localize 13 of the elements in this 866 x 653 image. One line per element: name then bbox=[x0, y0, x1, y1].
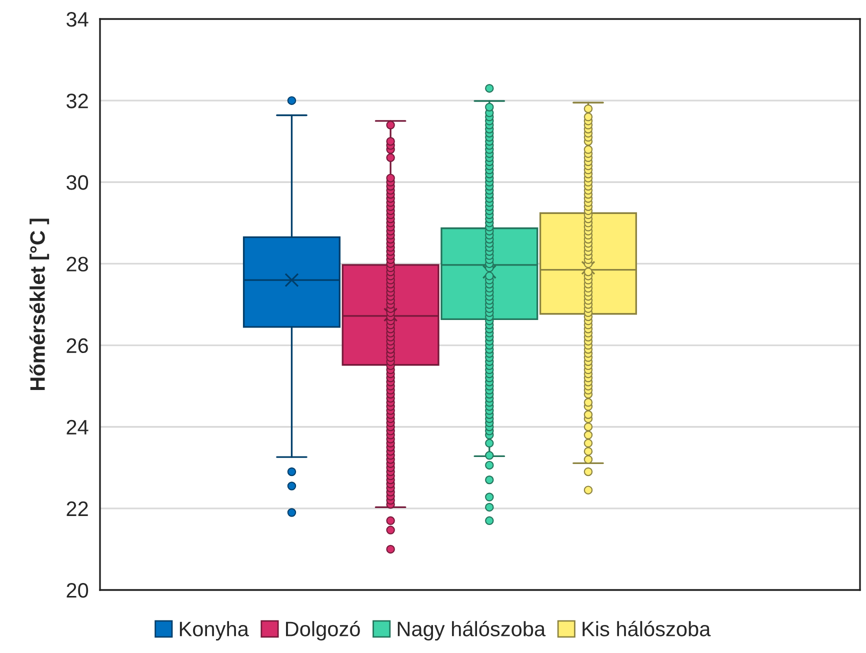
y-tick-label: 20 bbox=[66, 583, 88, 598]
y-tick-label: 22 bbox=[66, 501, 88, 516]
legend-label: Nagy hálószoba bbox=[398, 620, 546, 640]
y-tick-label: 34 bbox=[66, 12, 88, 27]
y-tick-label: 24 bbox=[66, 420, 88, 434]
legend-label: Dolgozó bbox=[286, 620, 360, 640]
legend-label: Konyha bbox=[180, 621, 249, 640]
legend-label: Kis hálószoba bbox=[582, 620, 711, 636]
y-tick-label: 26 bbox=[66, 338, 88, 354]
y-axis-title: Hőmérséklet [°C ] bbox=[29, 218, 50, 390]
y-tick-label: 30 bbox=[66, 175, 88, 190]
y-tick-label: 32 bbox=[66, 94, 88, 108]
y-tick-label: 28 bbox=[66, 256, 88, 272]
